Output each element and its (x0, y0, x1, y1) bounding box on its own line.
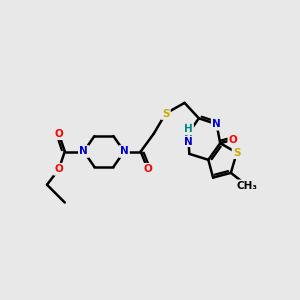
Text: H
N: H N (184, 123, 193, 145)
Text: N: N (80, 146, 88, 157)
Text: S: S (233, 148, 241, 158)
Text: N: N (120, 146, 128, 157)
Text: O: O (229, 135, 238, 145)
Text: O: O (143, 164, 152, 174)
Text: O: O (55, 164, 63, 174)
Text: S: S (162, 109, 169, 118)
Text: N: N (184, 136, 193, 147)
Text: CH₃: CH₃ (237, 181, 258, 191)
Text: H: H (184, 124, 193, 134)
Text: N: N (212, 119, 221, 129)
Text: O: O (55, 129, 63, 139)
